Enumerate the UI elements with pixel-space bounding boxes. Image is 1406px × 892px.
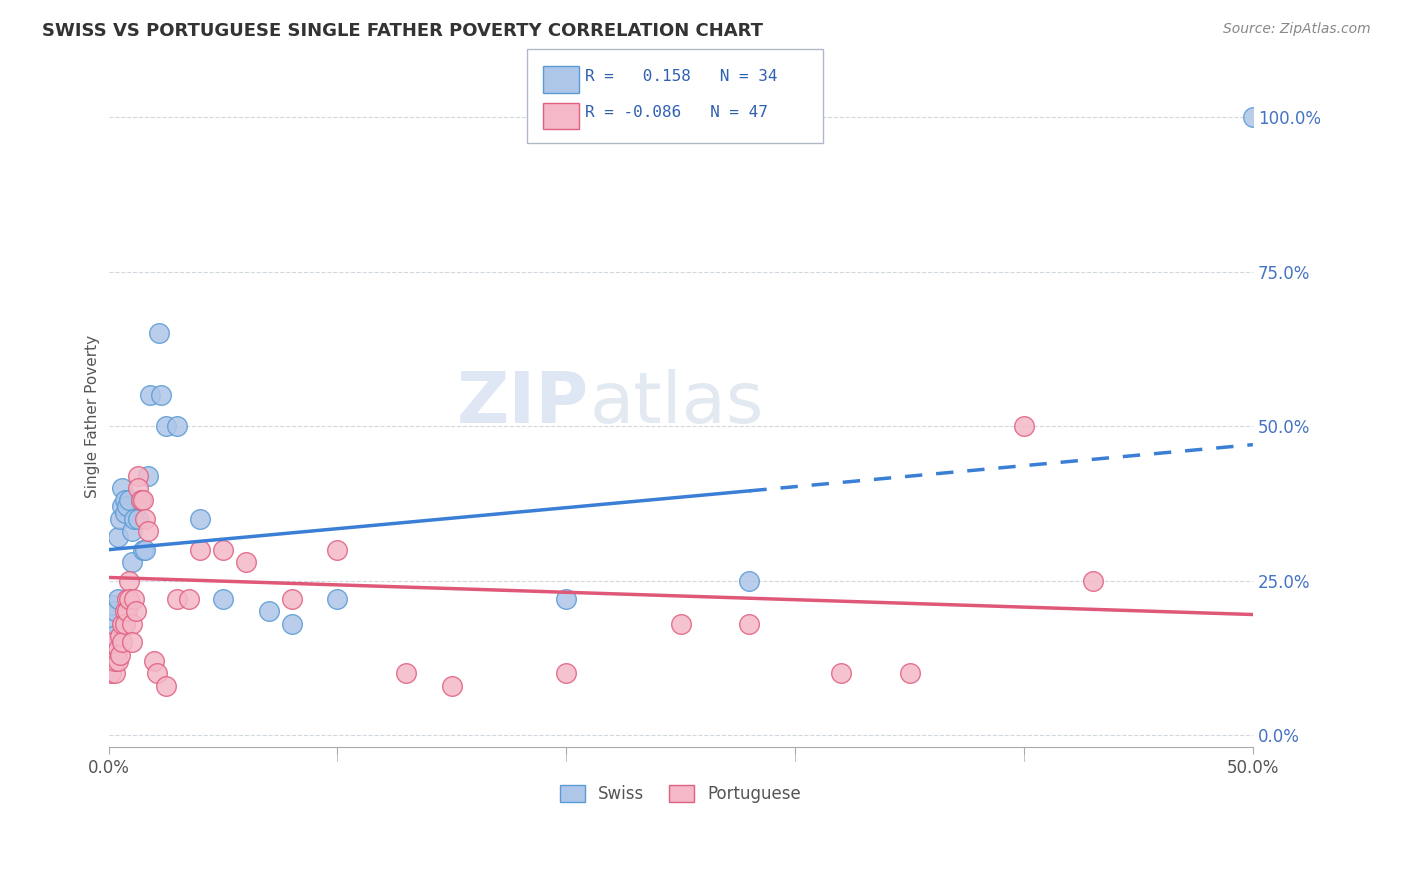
Point: [127, 481, 149, 495]
Point: [118, 574, 141, 588]
Point: [1241, 110, 1264, 124]
Point: [136, 524, 159, 538]
Point: [830, 666, 852, 681]
Point: [100, 616, 122, 631]
Point: [122, 512, 145, 526]
Point: [136, 468, 159, 483]
Point: [107, 641, 129, 656]
Point: [1081, 574, 1104, 588]
Point: [111, 635, 134, 649]
Point: [114, 604, 136, 618]
Point: [129, 493, 152, 508]
Legend: Swiss, Portuguese: Swiss, Portuguese: [551, 777, 810, 812]
Point: [257, 604, 280, 618]
Point: [166, 419, 188, 434]
Point: [1012, 419, 1035, 434]
Point: [115, 592, 138, 607]
Point: [155, 679, 177, 693]
Point: [898, 666, 921, 681]
Point: [326, 592, 349, 607]
Point: [104, 654, 127, 668]
Point: [125, 604, 148, 618]
Point: [103, 629, 125, 643]
Point: [107, 654, 129, 668]
Point: [111, 616, 134, 631]
Point: [118, 592, 141, 607]
Point: [122, 592, 145, 607]
Point: [103, 635, 125, 649]
Point: [121, 524, 143, 538]
Text: ZIP: ZIP: [457, 369, 589, 438]
Point: [738, 616, 761, 631]
Point: [235, 555, 257, 569]
Point: [103, 648, 125, 662]
Text: atlas: atlas: [589, 369, 763, 438]
Point: [738, 574, 761, 588]
Point: [118, 493, 141, 508]
Point: [115, 604, 138, 618]
Point: [127, 512, 149, 526]
Point: [104, 604, 127, 618]
Point: [132, 493, 155, 508]
Point: [111, 500, 134, 514]
Point: [108, 648, 131, 662]
Point: [103, 599, 125, 613]
Point: [114, 506, 136, 520]
Point: [148, 326, 170, 341]
Point: [121, 616, 143, 631]
Point: [212, 592, 235, 607]
Point: [108, 512, 131, 526]
Point: [669, 616, 692, 631]
Point: [127, 468, 149, 483]
Point: [177, 592, 200, 607]
Text: R =   0.158   N = 34: R = 0.158 N = 34: [585, 69, 778, 84]
Point: [114, 493, 136, 508]
Point: [107, 592, 129, 607]
Point: [104, 666, 127, 681]
Point: [395, 666, 418, 681]
Point: [188, 512, 211, 526]
Point: [115, 500, 138, 514]
Point: [134, 542, 156, 557]
Point: [121, 635, 143, 649]
Point: [143, 654, 166, 668]
Point: [280, 592, 302, 607]
Point: [129, 493, 152, 508]
Point: [100, 654, 122, 668]
Point: [111, 481, 134, 495]
Point: [212, 542, 235, 557]
Text: Source: ZipAtlas.com: Source: ZipAtlas.com: [1223, 22, 1371, 37]
Point: [555, 666, 578, 681]
Y-axis label: Single Father Poverty: Single Father Poverty: [86, 335, 100, 499]
Point: [100, 666, 122, 681]
Point: [134, 512, 156, 526]
Point: [108, 629, 131, 643]
Point: [166, 592, 188, 607]
Point: [440, 679, 463, 693]
Point: [145, 666, 167, 681]
Point: [280, 616, 302, 631]
Point: [150, 388, 173, 402]
Point: [155, 419, 177, 434]
Point: [188, 542, 211, 557]
Point: [326, 542, 349, 557]
Point: [107, 530, 129, 544]
Point: [114, 616, 136, 631]
Point: [132, 542, 155, 557]
Point: [555, 592, 578, 607]
Point: [139, 388, 162, 402]
Text: R = -0.086   N = 47: R = -0.086 N = 47: [585, 105, 768, 120]
Point: [121, 555, 143, 569]
Text: SWISS VS PORTUGUESE SINGLE FATHER POVERTY CORRELATION CHART: SWISS VS PORTUGUESE SINGLE FATHER POVERT…: [42, 22, 763, 40]
